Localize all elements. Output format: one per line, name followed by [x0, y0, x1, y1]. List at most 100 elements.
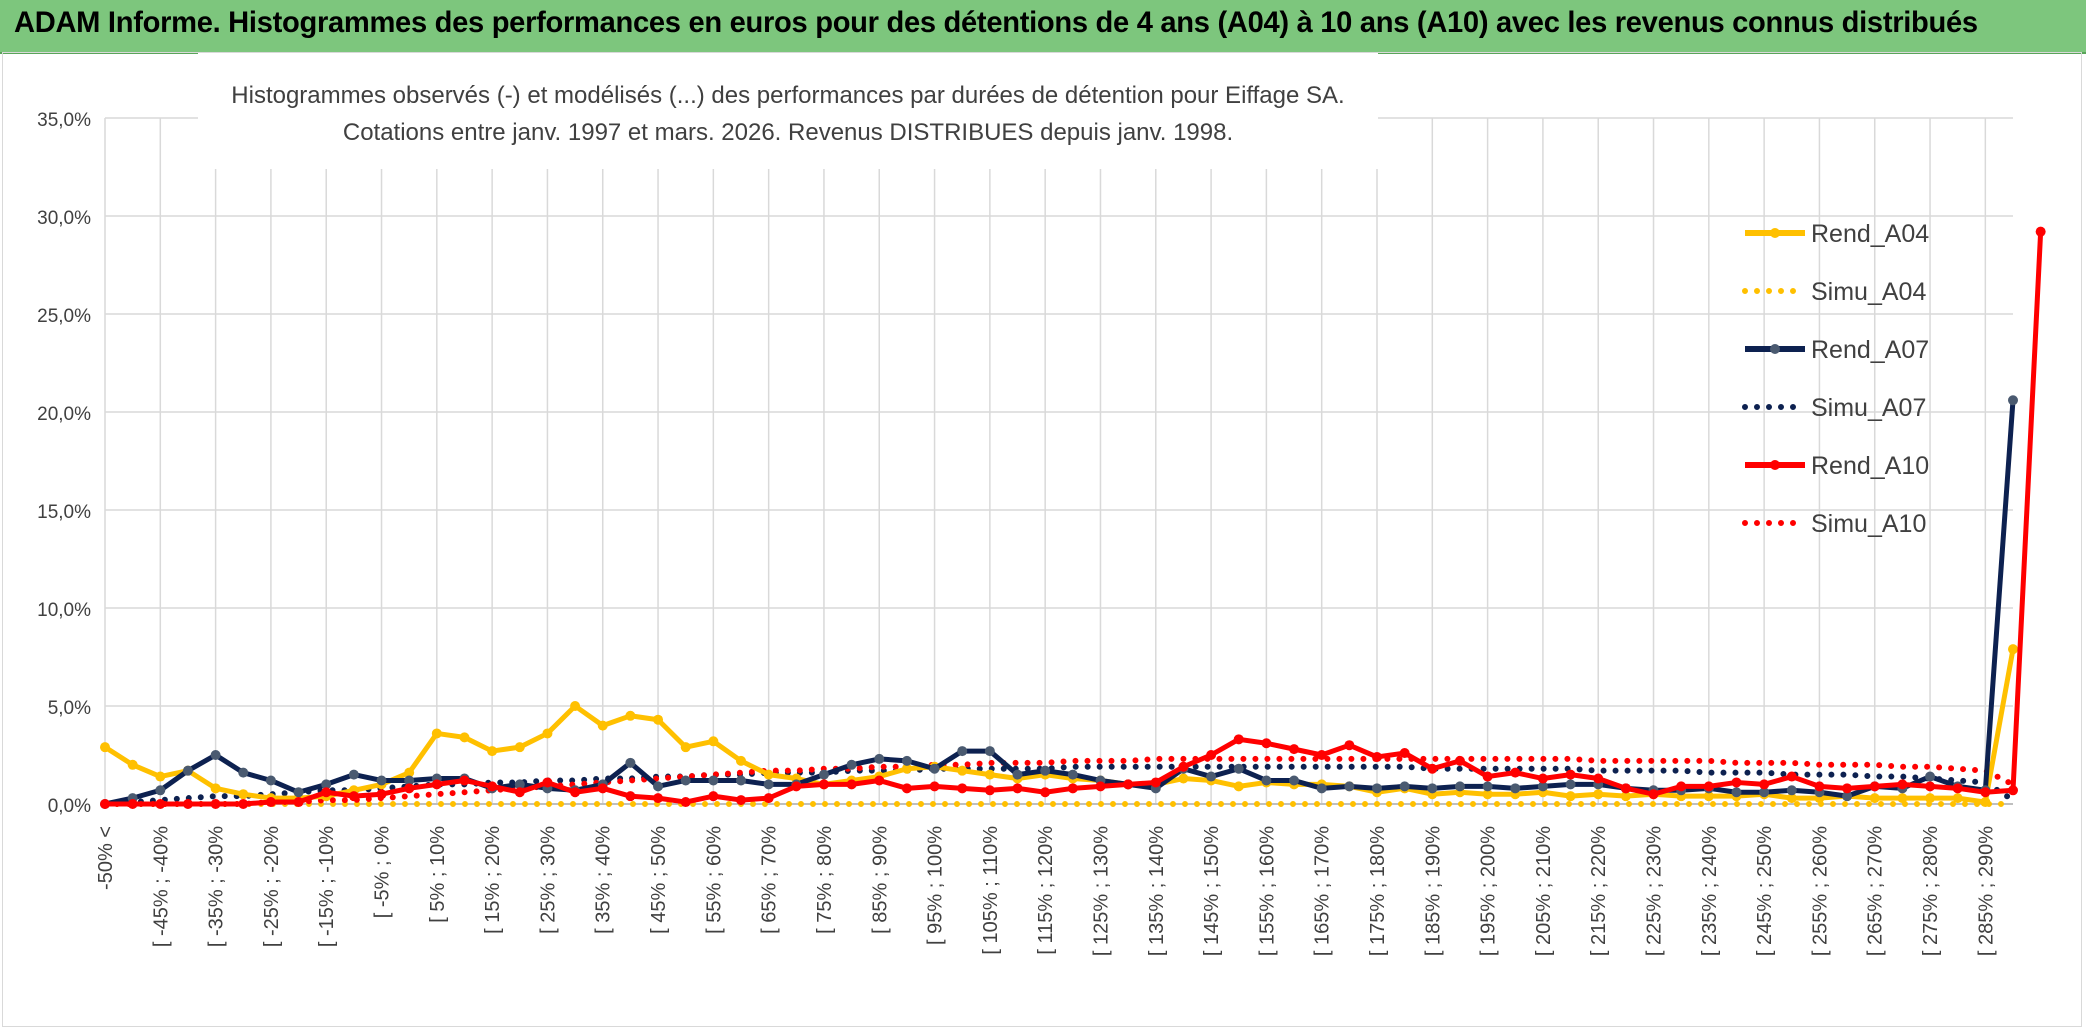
x-tick-label: [ 185% ; 190% [1422, 826, 1444, 956]
x-tick-label: [ -35% ; -30% [206, 826, 228, 947]
x-tick-label: [ 215% ; 220% [1588, 826, 1610, 956]
y-tick-label: 35,0% [37, 110, 91, 131]
data-point [1123, 779, 1134, 790]
data-point [1565, 779, 1576, 790]
data-point [1593, 789, 1604, 800]
data-point [487, 781, 498, 792]
y-axis-ticks: 0,0% 5,0% 10,0% 15,0% 20,0% 25,0% 30,0% 35,0% [37, 110, 91, 817]
legend-marker [1770, 460, 1780, 470]
data-point [901, 763, 912, 774]
data-point [1786, 793, 1797, 804]
data-point [431, 779, 442, 790]
data-point [1427, 783, 1438, 794]
data-point [1399, 781, 1410, 792]
data-point [1510, 767, 1521, 778]
data-point [100, 799, 110, 809]
data-point [1206, 750, 1217, 760]
data-point [1372, 751, 1382, 762]
x-tick-label: [ 195% ; 200% [1478, 826, 1500, 956]
x-axis-ticks: -50% < [ -45% ; -40% [ -35% ; -30% [ -25% ;… [95, 826, 1997, 956]
data-point [100, 742, 110, 753]
data-point [1676, 781, 1687, 792]
data-point [210, 783, 221, 794]
data-point [1399, 748, 1410, 759]
data-point [1012, 769, 1023, 780]
x-tick-label: [ 115% ; 120% [1035, 826, 1057, 955]
x-tick-label: [ 265% ; 270% [1865, 826, 1887, 956]
legend-item: Rend_A04 [1745, 220, 1929, 248]
data-point [1261, 738, 1272, 749]
data-point [404, 783, 415, 794]
series-line [103, 648, 2016, 805]
gridlines [104, 117, 2013, 805]
data-point [2008, 395, 2018, 406]
data-point [542, 777, 553, 788]
chart-subtitle: Cotations entre janv. 1997 et mars. 2026… [343, 119, 1233, 146]
data-point [984, 769, 995, 780]
x-tick-label: [ 85% ; 90% [869, 826, 891, 934]
x-tick-label: [ 45% ; 50% [648, 826, 670, 934]
data-point [1759, 787, 1770, 798]
chart-title-block: Histogrammes observés (-) et modélisés (… [198, 53, 1378, 169]
legend-item: Simu_A07 [1742, 394, 1926, 422]
legend-item: Rend_A07 [1745, 336, 1929, 364]
data-point [1289, 775, 1300, 786]
data-point [1620, 791, 1631, 802]
x-tick-label: [ 55% ; 60% [703, 826, 725, 934]
legend-item: Simu_A04 [1742, 278, 1926, 306]
data-point [1067, 783, 1078, 794]
data-point [155, 785, 166, 796]
data-point [1012, 783, 1023, 794]
data-point [570, 701, 581, 711]
data-point [1620, 783, 1631, 794]
data-point [625, 710, 636, 721]
data-point [901, 755, 912, 766]
data-point [265, 797, 276, 808]
x-tick-label: [ 65% ; 70% [759, 826, 781, 934]
data-point [957, 746, 968, 757]
data-point [846, 759, 857, 770]
histogram-chart: 0,0% 5,0% 10,0% 15,0% 20,0% 25,0% 30,0% 35,0% -… [37, 53, 2046, 956]
y-tick-label: 20,0% [37, 404, 91, 425]
data-point [736, 775, 746, 786]
data-point [1786, 771, 1797, 782]
x-tick-label: [ 175% ; 180% [1367, 826, 1389, 956]
x-tick-label: [ 225% ; 230% [1644, 826, 1666, 956]
x-tick-label: [ -25% ; -20% [261, 826, 283, 947]
data-point [1925, 781, 1936, 792]
data-point [487, 746, 498, 757]
legend-item: Simu_A10 [1742, 510, 1926, 538]
data-point [1897, 779, 1908, 790]
report-banner: ADAM Informe. Histogrammes des performan… [0, 0, 2086, 54]
x-tick-label: [ -5% ; 0% [372, 826, 394, 918]
data-point [1344, 781, 1355, 792]
data-point [1703, 791, 1714, 802]
data-point [680, 797, 691, 808]
data-point [127, 799, 138, 809]
x-tick-label: [ 125% ; 130% [1090, 826, 1112, 956]
data-point [1289, 744, 1300, 755]
x-tick-label: [ 5% ; 10% [427, 826, 449, 923]
data-point [1150, 777, 1161, 788]
series-line [104, 400, 2016, 807]
x-tick-label: [ 155% ; 160% [1256, 826, 1278, 956]
data-point [238, 789, 249, 800]
data-point [1648, 789, 1659, 800]
x-tick-label: [ 135% ; 140% [1146, 826, 1168, 956]
data-point [1372, 783, 1382, 794]
data-point [404, 767, 415, 778]
data-point [1482, 789, 1493, 800]
data-point [1067, 769, 1078, 780]
data-point [736, 795, 746, 806]
legend-marker [1770, 344, 1780, 354]
data-point [570, 787, 581, 798]
data-point [763, 779, 774, 790]
data-point [321, 787, 332, 798]
data-point [293, 797, 304, 808]
y-tick-label: 25,0% [37, 306, 91, 327]
data-point [818, 779, 829, 790]
data-point [1233, 781, 1244, 792]
data-point [929, 781, 940, 792]
chart-area: 0,0% 5,0% 10,0% 15,0% 20,0% 25,0% 30,0% 35,0% -… [2, 52, 2082, 1027]
